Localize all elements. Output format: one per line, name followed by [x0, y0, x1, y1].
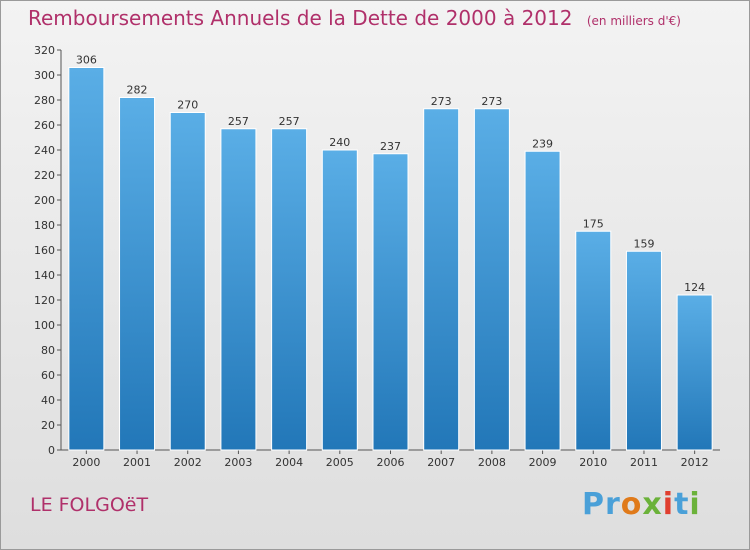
chart-bars: [68, 67, 713, 451]
y-tick-label: 260: [34, 119, 55, 132]
y-tick-label: 140: [34, 269, 55, 282]
y-tick-label: 160: [34, 244, 55, 257]
y-tick-label: 60: [41, 369, 55, 382]
bar-2006: [372, 153, 409, 451]
y-tick-label: 300: [34, 69, 55, 82]
y-tick-label: 240: [34, 144, 55, 157]
x-tick-label-2005: 2005: [326, 456, 354, 469]
x-tick-label-2010: 2010: [579, 456, 607, 469]
bar-2005: [321, 149, 358, 451]
value-label-2000: 306: [76, 54, 97, 67]
chart-labels: 2000 306 2001 282 2002 270 2003 257 2004 257 2005 2…: [72, 54, 708, 470]
value-label-2008: 273: [481, 95, 502, 108]
y-tick-label: 0: [48, 444, 55, 457]
value-label-2007: 273: [431, 95, 452, 108]
bar-2008: [473, 108, 510, 451]
y-tick-label: 180: [34, 219, 55, 232]
bar-2004: [271, 128, 308, 451]
value-label-2010: 175: [583, 217, 604, 230]
y-tick-label: 80: [41, 344, 55, 357]
title-text: Remboursements Annuels de la Dette de 20…: [28, 6, 573, 30]
x-tick-label-2011: 2011: [630, 456, 658, 469]
value-label-2003: 257: [228, 115, 249, 128]
bar-2012: [676, 294, 713, 451]
value-label-2002: 270: [177, 99, 198, 112]
value-label-2009: 239: [532, 137, 553, 150]
bar-2001: [119, 97, 156, 451]
bar-2007: [423, 108, 460, 451]
x-tick-label-2012: 2012: [681, 456, 709, 469]
x-tick-label-2006: 2006: [377, 456, 405, 469]
bar-2000: [68, 67, 105, 451]
x-tick-label-2008: 2008: [478, 456, 506, 469]
y-tick-label: 320: [34, 44, 55, 57]
value-label-2011: 159: [633, 237, 654, 250]
y-tick-label: 120: [34, 294, 55, 307]
y-tick-label: 220: [34, 169, 55, 182]
x-tick-label-2009: 2009: [529, 456, 557, 469]
value-label-2012: 124: [684, 281, 705, 294]
x-tick-label-2004: 2004: [275, 456, 303, 469]
y-tick-label: 20: [41, 419, 55, 432]
x-tick-label-2002: 2002: [174, 456, 202, 469]
x-tick-label-2007: 2007: [427, 456, 455, 469]
bar-2002: [169, 112, 206, 451]
bar-2011: [625, 250, 662, 451]
commune-name: LE FOLGOëT: [30, 494, 149, 516]
proxiti-logo: Proxiti: [582, 487, 701, 522]
y-tick-label: 100: [34, 319, 55, 332]
title-unit: (en milliers d'€): [586, 14, 681, 28]
y-tick-label: 40: [41, 394, 55, 407]
x-tick-label-2000: 2000: [72, 456, 100, 469]
x-tick-label-2001: 2001: [123, 456, 151, 469]
bar-2009: [524, 150, 561, 451]
chart-title: Remboursements Annuels de la Dette de 20…: [28, 6, 681, 30]
value-label-2005: 240: [329, 136, 350, 149]
y-tick-label: 280: [34, 94, 55, 107]
value-label-2004: 257: [279, 115, 300, 128]
bar-2003: [220, 128, 257, 451]
value-label-2006: 237: [380, 140, 401, 153]
x-tick-label-2003: 2003: [224, 456, 252, 469]
y-tick-label: 200: [34, 194, 55, 207]
value-label-2001: 282: [127, 84, 148, 97]
bar-2010: [575, 230, 612, 451]
